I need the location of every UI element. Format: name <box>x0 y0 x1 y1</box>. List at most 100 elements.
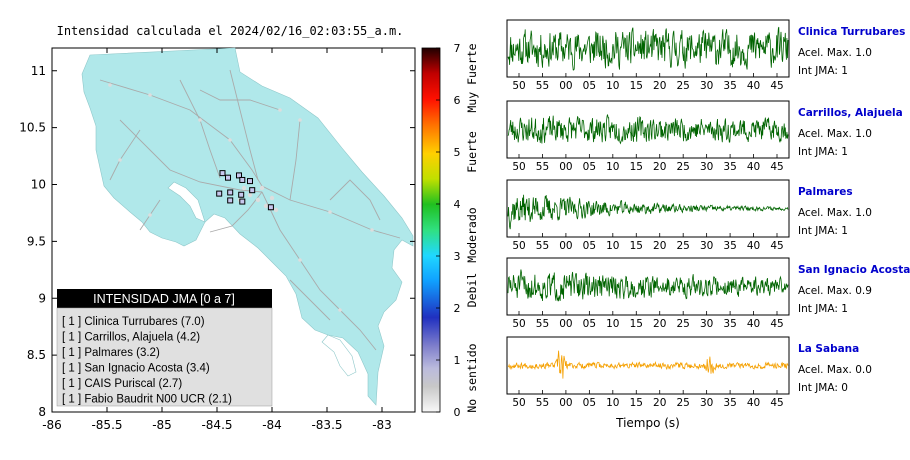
waveform-x-tick-label: 55 <box>536 80 549 92</box>
waveform-x-tick-label: 25 <box>676 80 689 92</box>
waveform-x-tick-label: 55 <box>536 240 549 252</box>
waveform-x-tick-label: 00 <box>559 161 572 173</box>
int-jma-label: Int JMA: 1 <box>798 303 848 315</box>
waveform-x-tick-label: 50 <box>512 397 525 409</box>
waveform-x-tick-label: 30 <box>700 318 713 330</box>
waveform-x-tick-label: 20 <box>653 240 666 252</box>
colorbar-tick-label: 0 <box>454 406 461 419</box>
waveform-x-tick-label: 30 <box>700 80 713 92</box>
waveform-x-tick-label: 45 <box>770 161 783 173</box>
waveform-x-tick-label: 35 <box>723 318 736 330</box>
station-marker <box>238 191 245 198</box>
map-x-tick-label: -85.5 <box>91 418 122 432</box>
station-marker <box>225 174 231 181</box>
waveform-x-tick-label: 15 <box>630 397 643 409</box>
waveform-x-tick-label: 40 <box>747 397 760 409</box>
map-x-tick-label: -84.5 <box>201 418 232 432</box>
map-y-tick-label: 10 <box>31 178 46 192</box>
map-y-tick-label: 8.5 <box>27 348 46 362</box>
colorbar-tick-label: 7 <box>454 42 461 55</box>
waveform-x-tick-label: 25 <box>676 397 689 409</box>
colorbar-label: Muy Fuerte <box>465 43 479 112</box>
waveform-x-tick-label: 40 <box>747 240 760 252</box>
legend-item: [ 1 ] Carrillos, Alajuela (4.2) <box>62 332 200 344</box>
map-y-tick-label: 11 <box>31 64 46 78</box>
waveform-x-tick-label: 10 <box>606 80 619 92</box>
colorbar-labels: Muy Fuerte Fuerte Moderado Debil No sentido <box>465 43 479 412</box>
waveform-x-tick-label: 10 <box>606 161 619 173</box>
waveform-trace <box>507 113 789 145</box>
acel-max-label: Acel. Max. 1.0 <box>798 47 872 59</box>
acel-max-label: Acel. Max. 0.9 <box>798 285 872 297</box>
waveform-x-tick-label: 45 <box>770 318 783 330</box>
waveform-x-tick-label: 10 <box>606 318 619 330</box>
waveform-panels: 50 55 00 05 10 15 20 25 30 35 40 45 Clinica Turrubar… <box>506 19 910 409</box>
waveform-x-tick-label: 30 <box>700 161 713 173</box>
acel-max-label: Acel. Max. 0.0 <box>798 364 872 376</box>
station-marker <box>236 172 242 179</box>
map-y-tick-label: 8 <box>38 405 46 419</box>
city-dots <box>108 83 374 312</box>
waveform-x-tick-label: 50 <box>512 80 525 92</box>
colorbar-label: Debil <box>465 273 479 308</box>
station-marker <box>239 198 246 205</box>
waveform-x-tick-label: 20 <box>653 80 666 92</box>
waveform-x-tick-label: 50 <box>512 318 525 330</box>
station-marker <box>216 190 223 197</box>
waveform-x-tick-label: 00 <box>559 318 572 330</box>
waveform-trace <box>507 26 789 71</box>
map-panel: -86 -85.5 -85 -84.5 -84 -83.5 -83 11 10.5 10 9.5 9… <box>19 47 416 432</box>
station-marker <box>227 189 234 196</box>
int-jma-label: Int JMA: 1 <box>798 146 848 158</box>
station-marker <box>267 204 274 211</box>
map-x-tick-label: -83 <box>372 418 392 432</box>
page-title: Intensidad calculada el 2024/02/16_02:03… <box>57 24 404 38</box>
int-jma-label: Int JMA: 0 <box>798 382 848 394</box>
station-markers <box>216 170 274 211</box>
costa-rica-landmass <box>81 47 414 406</box>
golfo-dulce <box>321 334 357 377</box>
x-axis-label: Tiempo (s) <box>615 416 680 430</box>
waveform-x-tick-label: 20 <box>653 397 666 409</box>
waveform-x-tick-label: 15 <box>630 161 643 173</box>
map-y-tick-label: 9 <box>38 291 46 305</box>
colorbar-tick-label: 3 <box>454 250 461 263</box>
map-x-tick-label: -84 <box>262 418 282 432</box>
waveform-x-tick-label: 45 <box>770 240 783 252</box>
map-x-axis: -86 -85.5 -85 -84.5 -84 -83.5 -83 <box>42 48 392 432</box>
map-x-tick-label: -83.5 <box>311 418 342 432</box>
legend-items: [ 1 ] Clinica Turrubares (7.0) [ 1 ] Carr… <box>62 316 232 406</box>
legend-title: INTENSIDAD JMA [0 a 7] <box>93 292 235 306</box>
waveform-x-tick-label: 25 <box>676 161 689 173</box>
waveform-x-tick-label: 10 <box>606 240 619 252</box>
legend-header <box>57 289 272 308</box>
waveform-x-tick-label: 35 <box>723 240 736 252</box>
legend-body <box>56 307 273 407</box>
legend-item: [ 1 ] Palmares (3.2) <box>62 347 160 359</box>
station-marker <box>247 178 253 185</box>
station-marker <box>219 170 226 177</box>
colorbar-tick-label: 2 <box>454 302 461 315</box>
map-y-axis: 11 10.5 10 9.5 9 8.5 8 <box>19 64 415 419</box>
colorbar: 7 6 5 4 3 2 1 0 Muy Fuerte Fuerte Moderado Debil No… <box>421 42 479 419</box>
map-x-tick-label: -86 <box>42 418 62 432</box>
colorbar-tick-label: 1 <box>454 354 461 367</box>
station-marker <box>227 197 234 204</box>
legend-item: [ 1 ] Fabio Baudrit N00 UCR (2.1) <box>62 394 232 406</box>
waveform-x-tick-label: 15 <box>630 318 643 330</box>
colorbar-tick-label: 5 <box>454 146 461 159</box>
colorbar-ticks: 7 6 5 4 3 2 1 0 <box>436 42 461 419</box>
acel-max-label: Acel. Max. 1.0 <box>798 207 872 219</box>
colorbar-label: Moderado <box>465 207 479 262</box>
waveform-x-tick-label: 05 <box>583 318 596 330</box>
legend-item: [ 1 ] Clinica Turrubares (7.0) <box>62 316 205 328</box>
waveform-x-tick-label: 30 <box>700 240 713 252</box>
waveform-x-tick-label: 05 <box>583 397 596 409</box>
legend-item: [ 1 ] CAIS Puriscal (2.7) <box>62 378 182 390</box>
colorbar-gradient <box>421 47 441 413</box>
waveform-x-tick-label: 05 <box>583 161 596 173</box>
station-name-label: Clinica Turrubares <box>798 26 905 38</box>
waveform-x-tick-label: 55 <box>536 161 549 173</box>
station-name-label: Palmares <box>798 186 853 198</box>
